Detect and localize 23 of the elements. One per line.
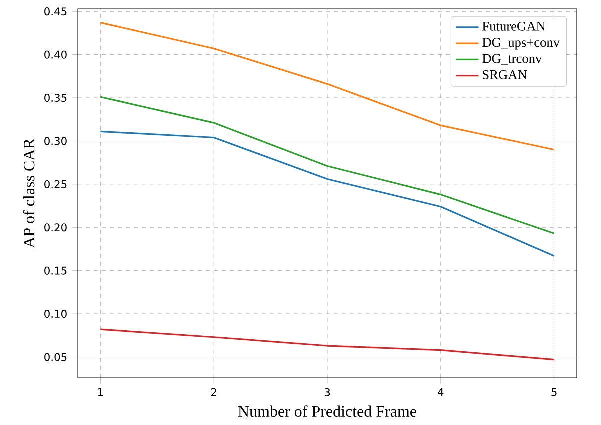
x-tick-label: 3 [324,388,330,396]
legend-label: FutureGAN [482,22,546,31]
line-series [100,328,556,361]
y-tick-label: 0.45 [44,8,67,16]
x-tick-label: 2 [211,388,216,396]
legend-label: SRGAN [483,70,528,80]
x-tick-label: 1 [98,388,104,396]
legend-label: DG_trconv [482,54,542,65]
y-tick-label: 0.10 [44,310,67,318]
x-tick-label: 4 [438,388,444,396]
y-tick-label: 0.05 [44,353,67,362]
y-axis-title: AP of class CAR [23,138,35,248]
x-tick-label: 5 [552,388,557,396]
y-tick-label: 0.25 [44,180,67,188]
line-series [100,130,556,257]
x-axis-title: Number of Predicted Frame [238,406,416,418]
y-tick-label: 0.20 [44,224,67,232]
y-tick-label: 0.40 [44,50,67,59]
y-tick-label: 0.35 [44,94,67,102]
line-series [100,96,556,234]
y-tick-label: 0.30 [44,137,67,146]
y-tick-label: 0.15 [44,266,67,275]
legend-label: DG_ups+conv [482,38,560,50]
